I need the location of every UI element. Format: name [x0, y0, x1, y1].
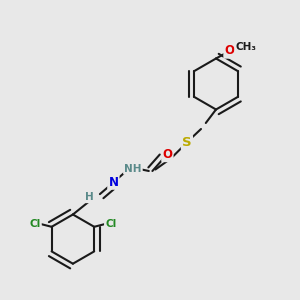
Text: Cl: Cl	[29, 219, 41, 229]
Text: O: O	[224, 44, 235, 58]
Text: S: S	[182, 136, 192, 149]
Text: N: N	[108, 176, 118, 189]
Text: NH: NH	[124, 164, 142, 174]
Text: O: O	[162, 148, 172, 161]
Text: H: H	[85, 192, 94, 202]
Text: Cl: Cl	[105, 219, 116, 229]
Text: CH₃: CH₃	[236, 41, 256, 52]
